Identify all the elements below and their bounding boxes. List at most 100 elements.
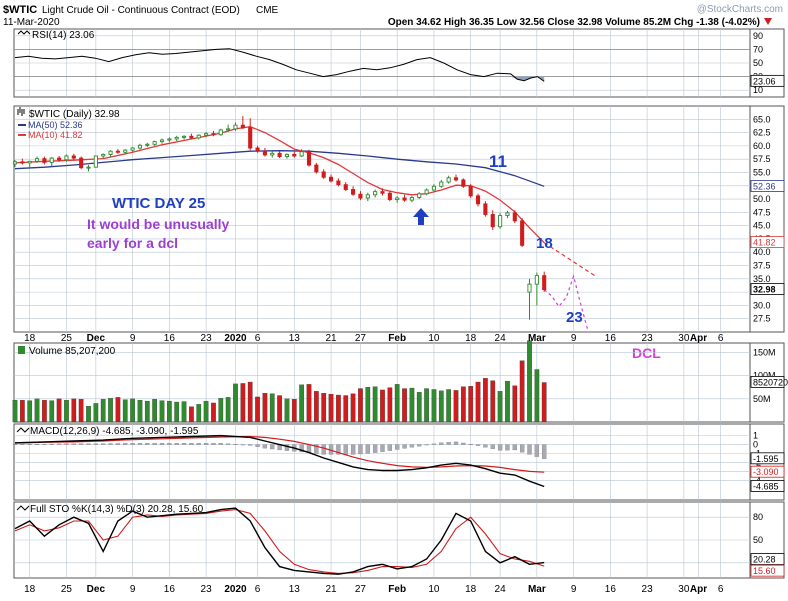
macd-histogram-bar xyxy=(12,443,18,445)
x-tick-label: 9 xyxy=(571,333,577,344)
candle-body xyxy=(42,158,47,163)
volume-bar xyxy=(240,383,246,423)
x-tick-label: 9 xyxy=(130,333,136,344)
volume-bar xyxy=(475,381,481,423)
candle-body xyxy=(446,177,451,183)
candle-body xyxy=(527,283,532,293)
x-tick-label: 23 xyxy=(642,584,654,595)
macd-histogram-bar xyxy=(424,444,429,446)
macd-tick-label: 0 xyxy=(753,440,758,450)
x-tick-label: 13 xyxy=(289,584,301,595)
sto-k-line xyxy=(14,507,545,575)
candle-body xyxy=(439,181,444,187)
macd-histogram-bar xyxy=(512,444,517,451)
macd-histogram-bar xyxy=(483,444,488,448)
macd-histogram-bar xyxy=(380,444,385,452)
x-tick-label: 2020 xyxy=(224,584,247,595)
price-tick-label: 65.0 xyxy=(753,114,771,124)
candle-body xyxy=(277,152,282,157)
macd-histogram-bar xyxy=(350,444,356,455)
ohlc-line: Open 34.62 High 36.35 Low 32.56 Close 32… xyxy=(388,17,760,28)
x-tick-label: 23 xyxy=(642,333,654,344)
ma10-projection xyxy=(543,242,596,277)
price-tick-label: 55.0 xyxy=(753,167,771,177)
candle-body xyxy=(299,151,304,157)
macd-histogram-bar xyxy=(240,444,246,446)
volume-last-value-box xyxy=(750,376,785,388)
volume-bar xyxy=(152,399,157,423)
macd-histogram-bar xyxy=(417,444,422,447)
sto-d-line xyxy=(14,509,545,574)
volume-bar xyxy=(49,400,55,423)
volume-bar xyxy=(431,389,437,423)
volume-bar xyxy=(291,399,297,423)
volume-bar xyxy=(483,378,488,423)
volume-bar xyxy=(321,393,327,423)
volume-bar xyxy=(27,400,33,423)
x-tick-label: 16 xyxy=(164,584,176,595)
macd-panel: 10-1-2-3-4-1.595-3.090-4.685 xyxy=(12,431,785,492)
chart-date: 11-Mar-2020 xyxy=(3,17,60,28)
macd-histogram-bar xyxy=(505,444,510,451)
macd-histogram-bar xyxy=(196,443,201,445)
candle-body xyxy=(240,124,245,129)
macd-histogram-bar xyxy=(306,444,312,453)
volume-bar xyxy=(130,398,135,423)
price-tick-label: 47.5 xyxy=(753,207,771,217)
volume-bar xyxy=(262,393,268,423)
volume-panel: 150M 100M 50M 85207200 xyxy=(12,340,788,423)
down-triangle-icon xyxy=(764,18,772,25)
x-tick-label: 18 xyxy=(465,333,477,344)
annotation-note-line1: It would be unusually xyxy=(87,216,230,232)
candle-body xyxy=(20,161,25,164)
candle-body xyxy=(417,193,422,198)
macd-histogram-bar xyxy=(431,443,437,445)
x-tick-label: Feb xyxy=(388,333,406,344)
sto-d-value: 15.60 xyxy=(753,566,776,576)
macd-histogram-bar xyxy=(343,444,348,455)
macd-histogram-bar xyxy=(402,444,407,449)
macd-histogram-bar xyxy=(225,443,231,445)
x-tick-label: Feb xyxy=(388,584,406,595)
instrument-name: Light Crude Oil - Continuous Contract (E… xyxy=(42,5,240,16)
volume-bar xyxy=(233,383,238,423)
volume-bar xyxy=(269,393,275,423)
candle-body xyxy=(498,215,503,228)
candle-body xyxy=(159,139,165,143)
candle-body xyxy=(137,144,143,149)
volume-bar xyxy=(387,387,393,423)
volume-bar xyxy=(380,389,385,423)
rsi-tick-label: 10 xyxy=(753,85,763,95)
x-tick-label: Apr xyxy=(690,584,707,595)
macd-histogram-bar xyxy=(461,442,466,445)
candle-body xyxy=(358,193,363,199)
volume-bar xyxy=(78,399,84,423)
volume-bar xyxy=(527,340,532,423)
x-tick-label: 30 xyxy=(678,333,690,344)
candle-body xyxy=(424,189,429,195)
candle-body xyxy=(93,155,98,168)
x-tick-label: 9 xyxy=(130,584,136,595)
macd-histogram-bar xyxy=(93,443,98,445)
macd-legend: MACD(12,26,9) -4.685, -3.090, -1.595 xyxy=(16,426,199,437)
volume-bar xyxy=(519,360,525,423)
price-tick-label: 62.5 xyxy=(753,128,771,138)
volume-legend-text: Volume 85,207,200 xyxy=(29,346,116,357)
candle-body xyxy=(226,128,231,131)
last-close-value-box xyxy=(750,283,785,295)
macd-histogram-bar xyxy=(56,443,62,445)
x-tick-label: 13 xyxy=(289,333,301,344)
rsi-panel: 907050301023.06 xyxy=(14,31,785,95)
x-tick-label: 27 xyxy=(355,333,367,344)
candle-body xyxy=(174,136,179,140)
volume-bar xyxy=(122,399,128,423)
volume-tick-label: 150M xyxy=(753,347,776,357)
x-tick-label: 6 xyxy=(255,333,261,344)
x-tick-label: 9 xyxy=(571,584,577,595)
volume-bar xyxy=(159,400,165,423)
rsi-legend-text: RSI(14) 23.06 xyxy=(32,30,95,41)
x-tick-label: Apr xyxy=(690,333,707,344)
macd-histogram-bar xyxy=(174,443,179,445)
volume-bar xyxy=(453,390,459,423)
macd-histogram-bar xyxy=(527,444,532,455)
